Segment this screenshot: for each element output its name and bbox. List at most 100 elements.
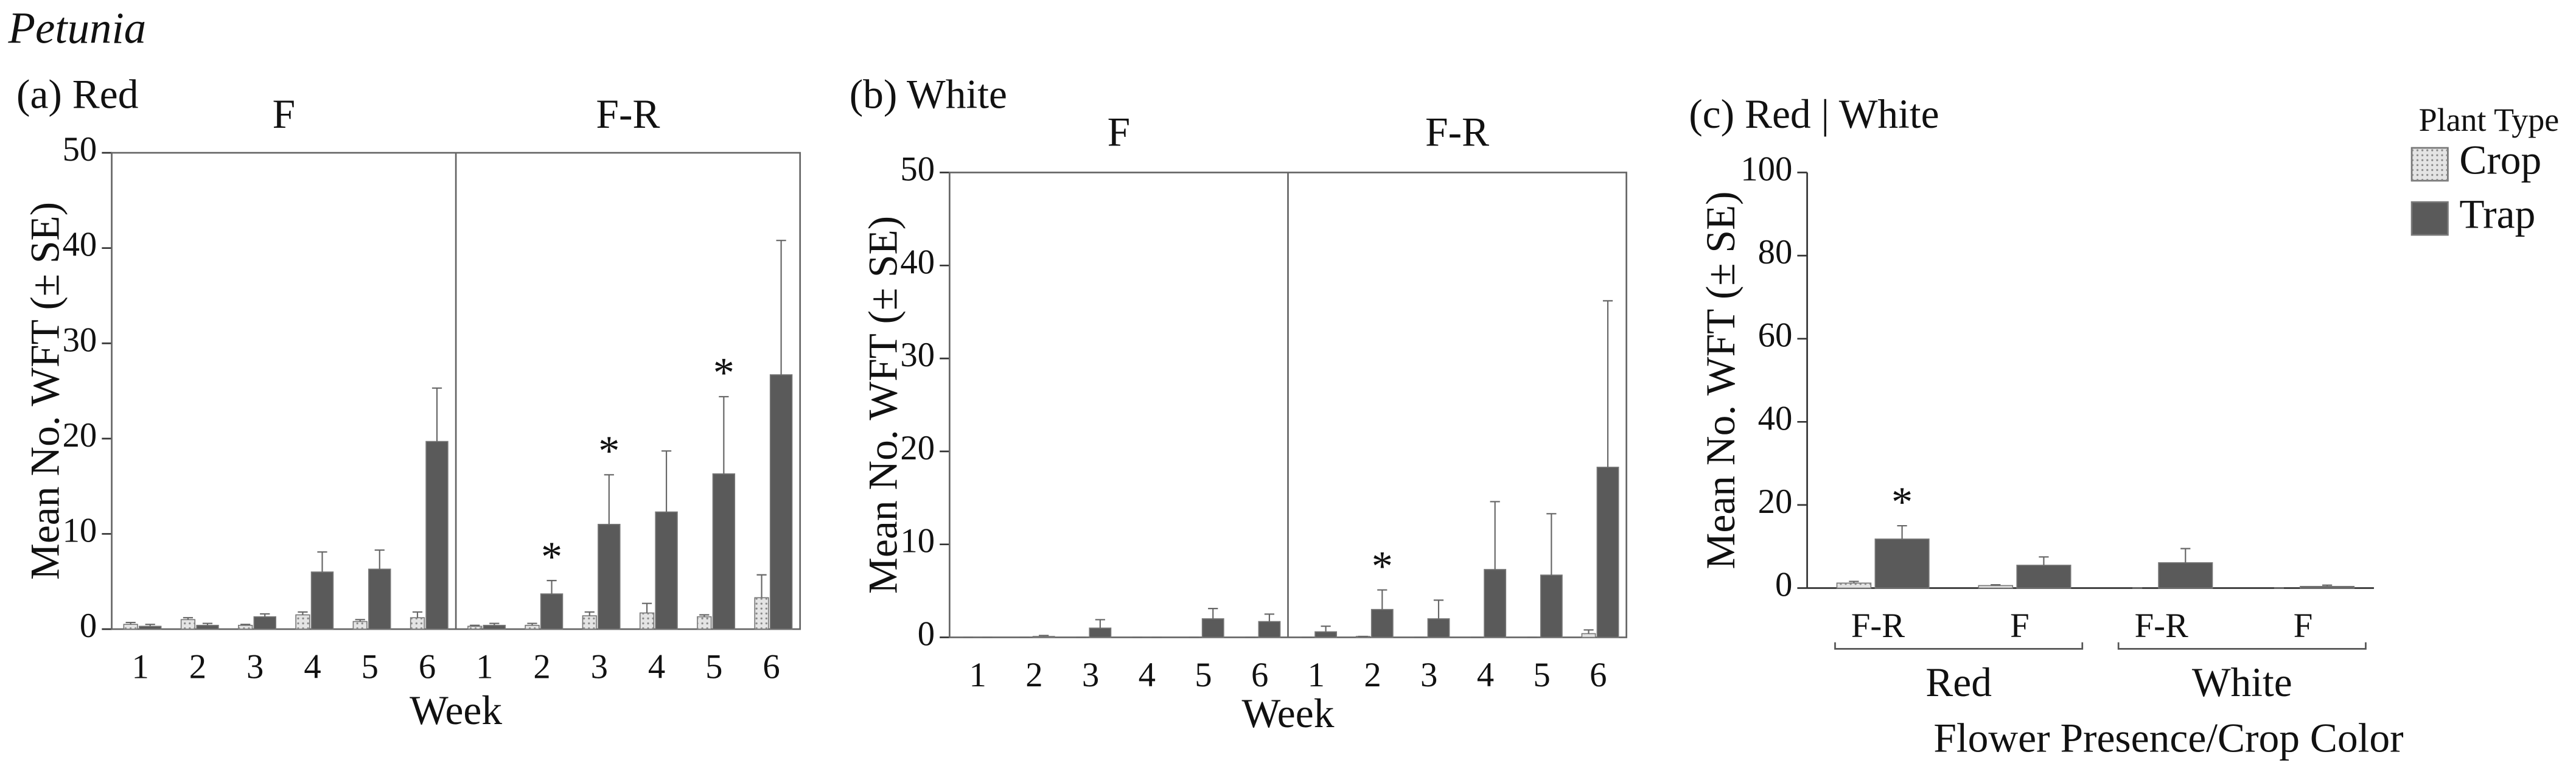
y-tick-label: 40	[900, 243, 935, 281]
error-bar	[604, 474, 614, 524]
error-bar	[1208, 608, 1218, 619]
error-bar	[699, 614, 710, 617]
y-tick-label: 0	[918, 615, 935, 653]
y-tick-label: 20	[63, 416, 97, 455]
y-tick-label: 50	[63, 130, 97, 169]
bar	[1258, 621, 1281, 638]
error-bar	[240, 624, 251, 625]
x-tick-label: F-R	[1851, 607, 1905, 645]
error-bar	[202, 622, 213, 625]
figure-title: Petunia	[7, 4, 146, 53]
y-tick-label: 40	[1758, 399, 1793, 437]
panel-title: (b) White	[850, 72, 1007, 117]
y-axis-label: Mean No. WFT (± SE)	[860, 216, 906, 594]
error-bar	[260, 613, 270, 617]
error-bar	[298, 611, 308, 615]
x-tick-label: 1	[476, 648, 493, 686]
error-bar	[756, 574, 767, 598]
bar	[483, 624, 506, 630]
error-bar	[584, 611, 595, 616]
facet-label: Red	[1925, 660, 1992, 705]
x-tick-label: 2	[1025, 656, 1042, 694]
error-bar	[183, 617, 194, 620]
bar	[2158, 562, 2213, 589]
x-tick-label: 3	[1420, 656, 1437, 694]
x-tick-label: 5	[1195, 656, 1212, 694]
panel-title: (a) Red	[16, 72, 138, 117]
error-bar	[1377, 589, 1387, 610]
panel-title: (c) Red | White	[1689, 91, 1939, 137]
bar	[712, 473, 736, 630]
error-bar	[661, 450, 672, 512]
error-bar	[317, 551, 327, 573]
x-tick-label: 1	[1308, 656, 1325, 694]
x-tick-label: 3	[246, 648, 264, 686]
error-bar	[1583, 629, 1594, 634]
x-tick-label: 4	[304, 648, 321, 686]
x-tick-label: 1	[969, 656, 986, 694]
bar	[1089, 627, 1112, 638]
error-bar	[1039, 635, 1049, 636]
error-bar	[470, 624, 480, 627]
bar	[1484, 569, 1507, 638]
error-bar	[719, 395, 729, 474]
y-tick-label: 0	[80, 607, 97, 645]
bar	[1370, 608, 1394, 638]
bar-texture	[353, 621, 368, 629]
x-tick-label: F-R	[2135, 607, 2188, 645]
error-bar	[1264, 613, 1275, 622]
bar	[253, 616, 276, 630]
y-tick-label: 100	[1740, 150, 1792, 189]
bar	[540, 593, 564, 630]
bar	[1201, 618, 1224, 638]
legend-swatch	[2410, 201, 2449, 236]
significance-marker: *	[713, 349, 735, 397]
y-tick-label: 60	[1758, 316, 1793, 355]
significance-marker: *	[1372, 542, 1393, 590]
x-tick-label: 6	[1251, 656, 1268, 694]
x-tick-label: 4	[648, 648, 665, 686]
x-tick-label: 1	[132, 648, 149, 686]
facet-bracket	[1834, 642, 2084, 650]
x-axis-label: Flower Presence/Crop Color	[1933, 716, 2403, 761]
x-tick-label: 6	[1590, 656, 1607, 694]
x-tick-label: 2	[189, 648, 206, 686]
bar	[1874, 538, 1930, 589]
bar-texture	[1837, 583, 1871, 588]
error-bar	[355, 619, 365, 622]
significance-marker: *	[1891, 478, 1913, 526]
facet-bracket	[2117, 642, 2367, 650]
bar	[368, 568, 391, 630]
legend-label: Crop	[2459, 137, 2541, 183]
error-bar	[641, 602, 652, 613]
x-tick-label: 6	[419, 648, 436, 686]
bar	[2016, 565, 2072, 589]
legend-label: Trap	[2459, 192, 2535, 237]
error-bar	[1095, 619, 1105, 629]
error-bar	[489, 622, 500, 625]
bar	[769, 374, 793, 630]
x-axis-label: Week	[410, 688, 502, 733]
bar-texture	[525, 625, 539, 629]
y-tick-label: 10	[900, 522, 935, 560]
error-bar	[1897, 524, 1907, 539]
bar	[1540, 574, 1563, 638]
bar	[1314, 631, 1338, 638]
x-tick-label: 3	[591, 648, 608, 686]
error-bar	[145, 624, 155, 627]
error-bar	[546, 580, 557, 594]
significance-marker: *	[598, 427, 620, 475]
bar-texture	[755, 598, 769, 629]
x-tick-label: 2	[533, 648, 550, 686]
facet-label: White	[2192, 660, 2292, 705]
x-tick-label: 4	[1139, 656, 1156, 694]
bar-texture	[582, 616, 597, 629]
bar	[655, 511, 678, 630]
bar-texture	[296, 615, 310, 629]
bar	[425, 441, 449, 630]
bar-texture	[124, 624, 138, 629]
x-tick-label: 5	[705, 648, 722, 686]
x-tick-label: 3	[1082, 656, 1099, 694]
error-bar	[125, 621, 136, 625]
error-bar	[1849, 580, 1859, 584]
